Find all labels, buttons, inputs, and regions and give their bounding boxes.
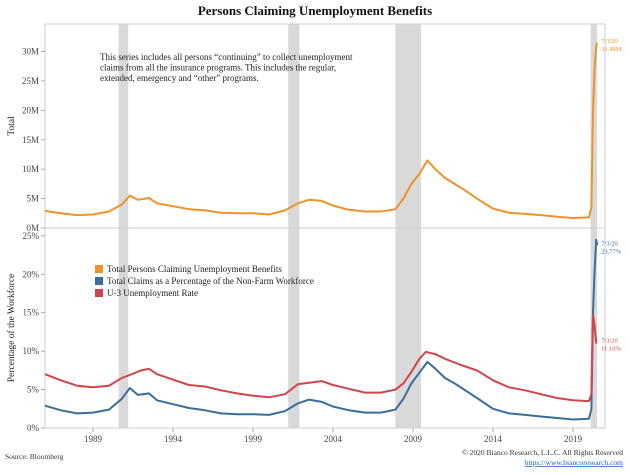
recession-band [118,228,129,428]
footer-source: Source: Bloomberg [5,452,64,461]
x-tick-label: 1999 [244,434,263,444]
x-tick-label: 2009 [404,434,423,444]
annotation-line: claims from all the insurance programs. … [100,63,336,73]
recession-band [590,228,597,428]
bottom-series-line [44,314,598,403]
bottom-recession-bands [118,228,597,428]
bottom-end-label: 11.10% [601,346,621,353]
annotation-line: This series includes all persons “contin… [100,52,353,62]
x-tick-label: 2014 [484,434,503,444]
top-end-label: 7/3/20 [601,38,618,45]
top-series-line [44,42,599,219]
bottom-series-line [44,238,599,421]
bottom-end-label: 7/3/20 [601,240,618,247]
top-annotation: This series includes all persons “contin… [100,52,353,83]
top-end-label: 31.48M [601,46,622,53]
top-y-tick-label: 0M [26,223,39,233]
x-tick-label: 2019 [564,434,583,444]
bottom-end-label: 23.77% [601,248,622,255]
footer: Source: Bloomberg © 2020 Bianco Research… [5,448,623,467]
legend: Total Persons Claiming Unemployment Bene… [95,264,314,298]
bottom-panel-frame [44,227,606,429]
recession-band [288,228,300,428]
legend-label: Total Persons Claiming Unemployment Bene… [107,264,282,274]
bottom-panel: 0% 5% 10% 15% 20% 25% Percentage of the Workf… [6,227,622,433]
footer-url-link[interactable]: https://www.biancoresearch.com [525,458,623,467]
top-y-tick-label: 15M [22,135,39,145]
bottom-y-axis-label: Percentage of the Workforce [6,274,17,383]
annotation-line: extended, emergency and “other” programs… [100,73,259,83]
x-tick-label: 1989 [84,434,103,444]
bottom-y-tick-label: 20% [23,269,40,279]
recession-band [288,24,300,228]
x-tick-label: 1994 [164,434,183,444]
bottom-y-tick-label: 15% [23,308,40,318]
x-tick-label: 2004 [324,434,343,444]
chart-title: Persons Claiming Unemployment Benefits [198,3,432,18]
legend-swatch [95,289,103,297]
top-panel: 0M 5M 10M 15M 20M 25M 30M Total This series in… [7,23,622,233]
recession-band [395,24,421,228]
top-y-axis-label: Total [7,116,17,136]
x-axis: 1989 1994 1999 2004 2009 2014 2019 [84,428,583,444]
top-y-axis: 0M 5M 10M 15M 20M 25M 30M [22,47,45,233]
top-y-tick-label: 5M [26,194,39,204]
bottom-y-tick-label: 25% [23,231,40,241]
bottom-y-axis: 0% 5% 10% 15% 20% 25% [23,231,45,433]
recession-band [590,24,597,228]
bottom-end-label: 7/3/20 [601,338,618,345]
legend-label: Total Claims as a Percentage of the Non-… [107,276,314,286]
legend-swatch [95,277,103,285]
top-y-tick-label: 10M [22,164,39,174]
top-recession-bands [118,24,597,228]
legend-swatch [95,265,103,273]
footer-copyright: © 2020 Bianco Research, L.L.C. All Right… [462,448,623,457]
top-y-tick-label: 25M [22,76,39,86]
bottom-y-tick-label: 10% [23,346,40,356]
top-y-tick-label: 30M [22,47,39,57]
recession-band [118,24,129,228]
recession-band [395,228,421,428]
legend-label: U-3 Unemployment Rate [107,288,198,298]
bottom-y-tick-label: 5% [27,385,40,395]
top-y-tick-label: 20M [22,105,39,115]
bottom-y-tick-label: 0% [27,423,40,433]
